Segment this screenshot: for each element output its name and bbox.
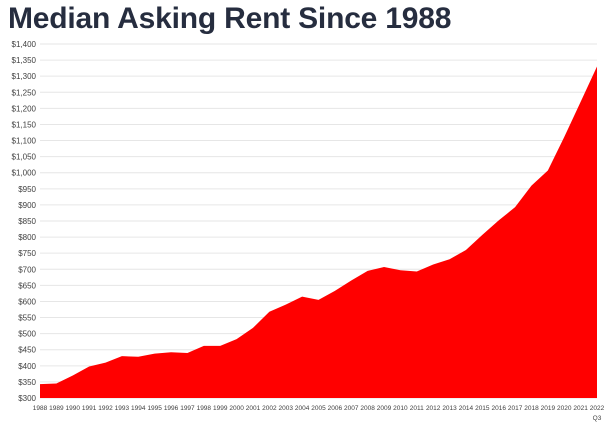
y-tick-label: $1,000	[12, 169, 37, 178]
x-tick-label: 1990	[66, 405, 81, 412]
y-tick-label: $800	[18, 233, 36, 242]
area-series	[40, 66, 597, 398]
x-tick-label: 2018	[524, 405, 539, 412]
x-tick-label: 2013	[442, 405, 457, 412]
x-tick-label: 2000	[229, 405, 244, 412]
y-tick-label: $450	[18, 346, 36, 355]
x-tick-label: 2021	[573, 405, 588, 412]
x-tick-label: 2014	[459, 405, 474, 412]
x-axis-tick-labels: 1988 1989 1990 1991 1992 1993 1994 1995 1996 1997…	[33, 405, 605, 422]
chart-title: Median Asking Rent Since 1988	[8, 2, 452, 35]
x-tick-label: 1992	[98, 405, 113, 412]
y-tick-label: $350	[18, 378, 36, 387]
x-tick-label: 2008	[360, 405, 375, 412]
x-tick-label: 1996	[164, 405, 179, 412]
x-tick-label: 2022	[590, 405, 605, 412]
y-tick-label: $1,150	[12, 120, 37, 129]
y-tick-label: $400	[18, 362, 36, 371]
x-tick-label: 1989	[49, 405, 64, 412]
x-tick-label: 2016	[491, 405, 506, 412]
x-tick-label: 2020	[557, 405, 572, 412]
y-tick-label: $750	[18, 249, 36, 258]
x-tick-label: 2007	[344, 405, 359, 412]
y-tick-label: $950	[18, 185, 36, 194]
x-tick-label: 1988	[33, 405, 48, 412]
x-tick-label: 1993	[115, 405, 130, 412]
x-tick-label: 1995	[147, 405, 162, 412]
x-tick-label: 1994	[131, 405, 146, 412]
y-tick-label: $900	[18, 201, 36, 210]
x-tick-label: 2006	[328, 405, 343, 412]
x-tick-label: 2009	[377, 405, 392, 412]
area-fill	[40, 66, 597, 398]
y-tick-label: $1,400	[12, 40, 37, 49]
y-tick-label: $550	[18, 314, 36, 323]
y-axis-tick-labels: $300 $350 $400 $450 $500 $550 $600 $650 $700 $750…	[12, 40, 37, 403]
x-tick-label: 2019	[541, 405, 556, 412]
y-tick-label: $850	[18, 217, 36, 226]
x-tick-label: 2004	[295, 405, 310, 412]
x-tick-label: 2005	[311, 405, 326, 412]
x-tick-label: 2012	[426, 405, 441, 412]
x-tick-sublabel: Q3	[593, 415, 602, 422]
x-tick-label: 2002	[262, 405, 277, 412]
x-tick-label: 1997	[180, 405, 195, 412]
x-tick-label: 2001	[246, 405, 261, 412]
y-tick-label: $1,050	[12, 153, 37, 162]
y-tick-label: $1,300	[12, 72, 37, 81]
x-tick-label: 2003	[279, 405, 294, 412]
y-tick-label: $1,250	[12, 88, 37, 97]
y-tick-label: $700	[18, 265, 36, 274]
y-tick-label: $650	[18, 281, 36, 290]
y-tick-label: $1,100	[12, 137, 37, 146]
y-tick-label: $300	[18, 394, 36, 403]
x-tick-label: 1998	[197, 405, 212, 412]
y-tick-label: $600	[18, 297, 36, 306]
y-tick-label: $1,200	[12, 104, 37, 113]
x-tick-label: 2015	[475, 405, 490, 412]
x-tick-label: 2010	[393, 405, 408, 412]
x-tick-label: 1999	[213, 405, 228, 412]
x-tick-label: 1991	[82, 405, 97, 412]
x-tick-label: 2011	[410, 405, 424, 412]
y-tick-label: $500	[18, 330, 36, 339]
x-tick-label: 2017	[508, 405, 523, 412]
y-tick-label: $1,350	[12, 56, 37, 65]
